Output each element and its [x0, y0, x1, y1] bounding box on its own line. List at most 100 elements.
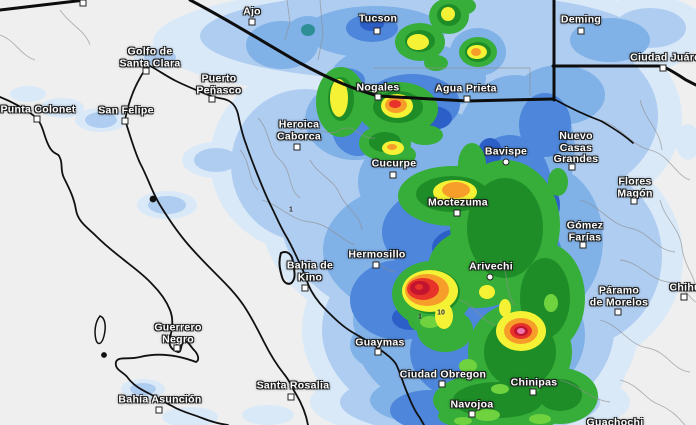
city-label-text: San Felipe	[98, 104, 154, 117]
city-marker-square	[33, 115, 41, 123]
city-label-text: Bahia de	[286, 259, 334, 272]
city-label-text: Guerrero	[154, 321, 202, 334]
city-label-g-mez-far-as: Gómez Farías	[566, 219, 604, 244]
city-marker-square	[79, 0, 87, 7]
isla-cedros	[94, 315, 106, 345]
city-label-moctezuma: Moctezuma	[428, 197, 488, 209]
city-label-guachochi: Guachochi	[587, 417, 644, 425]
city-label-text: Flores	[618, 175, 652, 188]
city-label-text: Deming	[560, 13, 602, 26]
city-label-text: Puerto	[201, 72, 237, 85]
city-label-text: Páramo	[598, 284, 640, 297]
contour-value-label: 1	[289, 206, 293, 214]
city-label-flores-mag-n: Flores Magón	[617, 175, 652, 200]
city-label-p-ramo-de-morelos: Páramo de Morelos	[589, 284, 649, 309]
city-marker-square	[577, 27, 585, 35]
city-label-bavispe: Bavispe	[485, 146, 527, 158]
city-marker-square	[287, 393, 295, 401]
small-island	[149, 195, 157, 203]
city-marker-square	[529, 388, 537, 396]
city-label-ciudad-ju-rez: Ciudad Juárez	[630, 52, 696, 64]
city-marker-square	[121, 117, 129, 125]
baja-pacific-coast	[0, 96, 229, 425]
city-label-deming: Deming	[561, 14, 601, 26]
city-label-text: Peñasco	[196, 84, 242, 96]
city-marker-circle	[486, 273, 494, 281]
us-mexico-border-arizona	[188, 0, 556, 103]
city-label-text: Nuevo	[559, 129, 593, 142]
city-label-guaymas: Guaymas	[355, 337, 404, 349]
city-label-text: Grandes	[553, 152, 599, 165]
city-label-cucurpe: Cucurpe	[372, 158, 417, 170]
city-label-text: Gómez	[566, 219, 604, 232]
city-marker-square	[568, 163, 576, 171]
precip-core	[415, 284, 525, 334]
city-marker-square	[614, 308, 622, 316]
city-label-text: Agua Prieta	[435, 82, 497, 95]
city-label-text: Heroica	[278, 118, 320, 131]
city-label-heroica-caborca: Heroica Caborca	[276, 118, 322, 143]
city-label-guerrero-negro: Guerrero Negro	[154, 321, 202, 346]
city-label-text: Nogales	[356, 81, 400, 94]
city-marker-circle	[502, 158, 510, 166]
city-label-navojoa: Navojoa	[451, 399, 494, 411]
city-label-tucson: Tucson	[359, 13, 397, 25]
city-marker-square	[372, 261, 380, 269]
city-marker-square	[374, 348, 382, 356]
city-label-arivechi: Arivechi	[469, 261, 513, 273]
city-label-ciudad-obregon: Ciudad Obregon	[400, 369, 486, 381]
city-label-hermosillo: Hermosillo	[348, 249, 405, 261]
city-label-text: Bavispe	[484, 145, 528, 158]
city-label-text: Arivechi	[469, 260, 513, 273]
city-marker-square	[373, 27, 381, 35]
city-marker-square	[389, 171, 397, 179]
isla-tiburon	[278, 251, 296, 285]
city-label-text: Hermosillo	[348, 248, 406, 261]
city-marker-square	[248, 18, 256, 26]
sonora-coast	[124, 64, 425, 425]
city-label-text: Ciudad Juárez	[630, 51, 696, 64]
city-label-text: Ajo	[243, 5, 261, 18]
city-label-text: Santa Rosalia	[256, 379, 330, 392]
city-label-text: Chihuahua	[669, 281, 696, 294]
city-label-text: Santa Clara	[119, 57, 181, 69]
city-label-text: Guaymas	[355, 336, 405, 349]
city-label-san-felipe: San Felipe	[98, 105, 154, 117]
city-label-text: de Morelos	[589, 296, 649, 308]
city-marker-square	[680, 293, 688, 301]
city-label-agua-prieta: Agua Prieta	[435, 83, 497, 95]
city-marker-square	[173, 344, 181, 352]
city-label-text: Casas	[559, 141, 593, 154]
city-marker-square	[155, 406, 163, 414]
us-mexico-border-california	[0, 0, 87, 12]
sonora-chihuahua-line	[553, 98, 634, 144]
city-label-text: Golfo de	[127, 45, 173, 58]
city-label-text: Caborca	[276, 130, 322, 142]
city-label-text: Moctezuma	[428, 196, 488, 209]
city-label-punta-colonet: Punta Colonet	[0, 104, 75, 116]
city-marker-square	[468, 410, 476, 418]
city-label-text: Ciudad Obregon	[399, 368, 487, 381]
city-label-ajo: Ajo	[243, 6, 261, 18]
city-marker-square	[293, 143, 301, 151]
city-label-puerto-pe-asco: Puerto Peñasco	[196, 72, 242, 97]
city-label-text: Navojoa	[450, 398, 494, 411]
contour-value-label: 10	[437, 309, 445, 317]
city-label-chinipas: Chinipas	[511, 377, 558, 389]
city-label-nuevo-casas-grandes: Nuevo Casas Grandes	[553, 129, 599, 166]
city-label-text: Bahía Asunción	[118, 393, 202, 406]
city-label-golfo-de-santa-clara: Golfo de Santa Clara	[119, 45, 181, 70]
city-marker-square	[142, 67, 150, 75]
city-label-bah-a-asunci-n: Bahía Asunción	[118, 394, 201, 406]
city-label-text: Chinipas	[510, 376, 558, 389]
city-marker-square	[579, 241, 587, 249]
city-marker-square	[453, 209, 461, 217]
city-marker-square	[630, 197, 638, 205]
baja-gulf-coast	[124, 119, 309, 425]
small-island	[101, 352, 107, 358]
city-label-text: Guachochi	[586, 416, 644, 425]
